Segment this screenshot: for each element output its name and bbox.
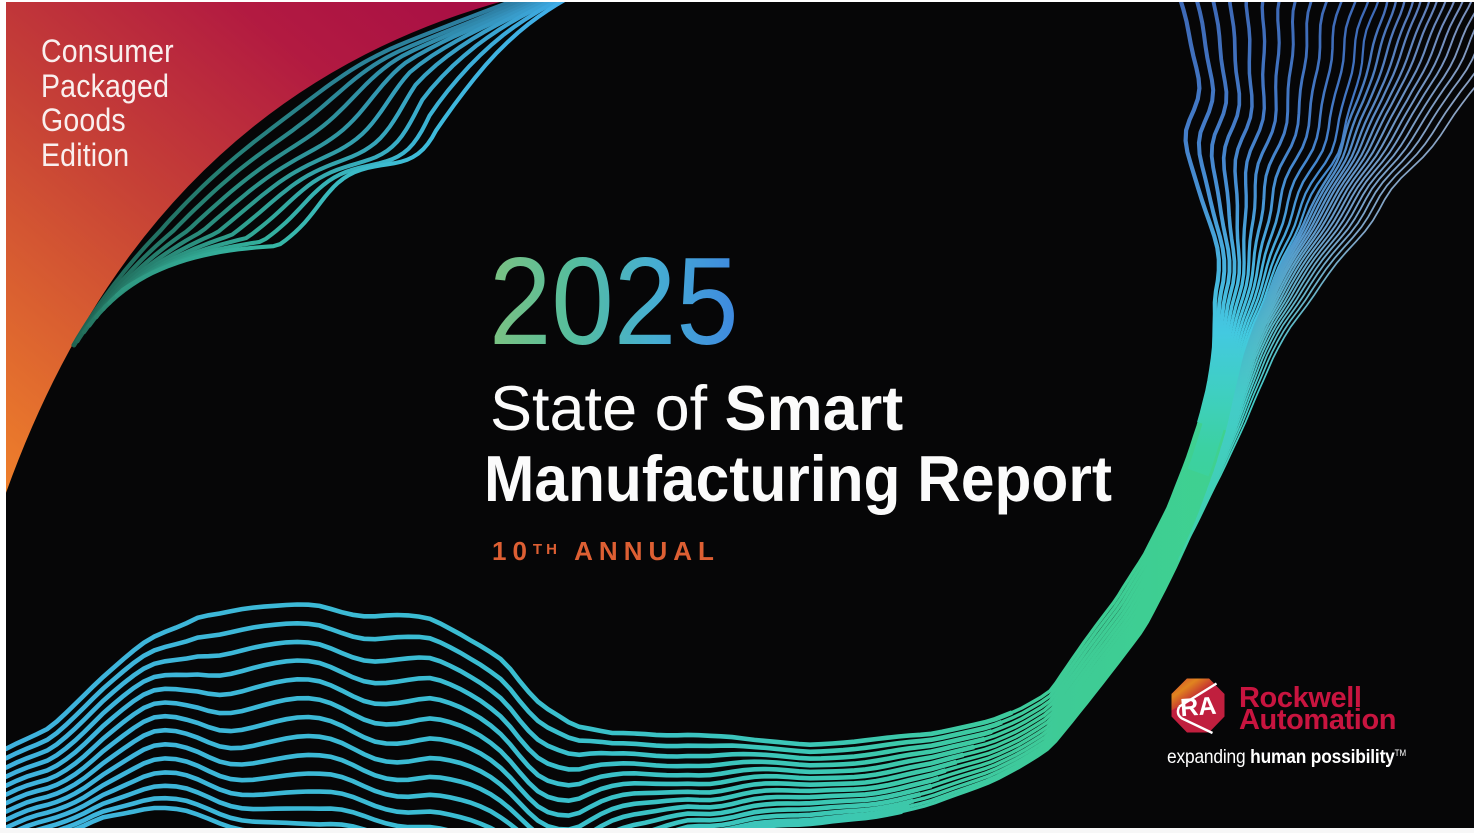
svg-text:RA: RA	[1179, 692, 1217, 722]
